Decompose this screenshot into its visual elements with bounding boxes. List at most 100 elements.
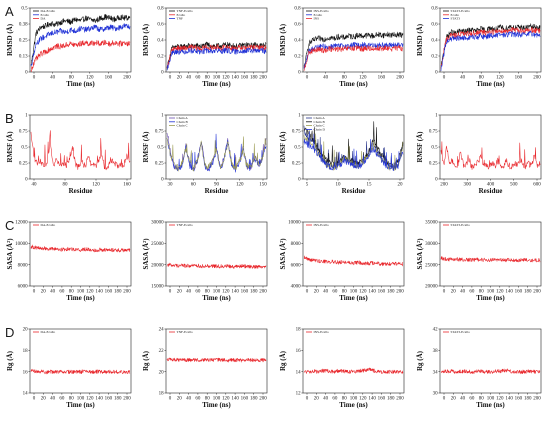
y-tick-label: 0.8 (157, 7, 164, 12)
legend-entry: STAT3-Ecallo (451, 330, 471, 334)
y-tick-label: 24 (159, 328, 165, 333)
legend-entry: INS (314, 17, 320, 21)
x-tick-label: 400 (487, 183, 495, 188)
series-line (30, 39, 131, 72)
y-tick-label: 30000 (151, 221, 164, 226)
x-tick-label: 100 (77, 397, 85, 402)
x-tick-label: 20 (451, 397, 457, 402)
y-tick-label: 0.25 (19, 162, 28, 167)
legend-entry: DA-Ecallo (41, 9, 56, 13)
row-letter-c: C (5, 218, 14, 233)
y-tick-label: 0 (435, 71, 438, 76)
x-tick-label: 20 (451, 290, 457, 295)
panel-b2: 30 60 90 120 150 0 0.25 0.5 0.75 1 Residue RMSF (Å)… (142, 114, 268, 195)
x-tick-label: 20 (177, 397, 183, 402)
y-tick-label: 0.5 (157, 146, 164, 151)
series-line (303, 31, 404, 67)
x-tick-label: 160 (241, 290, 249, 295)
x-tick-label: 40 (323, 76, 329, 81)
x-tick-label: 80 (479, 290, 485, 295)
series-line (30, 130, 131, 171)
x-tick-label: 80 (63, 183, 69, 188)
legend-entry: INS-Ecallo (314, 9, 330, 13)
y-tick-label: 8000 (18, 263, 29, 268)
series-line (303, 255, 404, 267)
y-tick-label: 1 (435, 114, 438, 119)
y-tick-label: 25000 (425, 263, 438, 268)
series-line (30, 23, 131, 67)
series-line (30, 14, 131, 66)
x-tick-label: 100 (350, 290, 358, 295)
y-tick-label: 18 (159, 392, 165, 397)
legend-entry: DA-Ecallo (41, 330, 56, 334)
x-tick-label: 200 (123, 76, 131, 81)
x-tick-label: 180 (114, 397, 122, 402)
x-tick-label: 0 (306, 76, 309, 81)
y-tick-label: 1 (161, 114, 164, 119)
y-tick-label: 0.2 (294, 55, 301, 60)
y-tick-label: 0.75 (292, 130, 301, 135)
y-tick-label: 14 (296, 370, 302, 375)
x-tick-label: 40 (460, 76, 466, 81)
legend: TNF-Ecallo (169, 330, 193, 334)
x-tick-label: 140 (231, 397, 239, 402)
y-tick-label: 25000 (151, 242, 164, 247)
x-tick-label: 60 (332, 290, 338, 295)
panel-c1: 0 20 40 60 80 100 120 140 160 180 200 6000 8000 10000… (6, 221, 132, 302)
x-tick-label: 120 (359, 76, 367, 81)
y-tick-label: 0.25 (155, 162, 164, 167)
row-letter-a: A (5, 4, 14, 19)
x-tick-label: 80 (69, 76, 75, 81)
x-tick-label: 160 (241, 397, 249, 402)
legend: STAT3-Ecallo (443, 223, 470, 227)
x-tick-label: 40 (323, 397, 329, 402)
x-tick-label: 140 (231, 290, 239, 295)
y-tick-label: 0.75 (155, 130, 164, 135)
series-line (303, 45, 404, 71)
x-tick-label: 40 (186, 397, 192, 402)
x-tick-label: 200 (533, 290, 541, 295)
series-line (166, 47, 267, 71)
legend: TNF-Ecallo (169, 223, 193, 227)
plot-frame (439, 114, 542, 180)
x-tick-label: 20 (177, 290, 183, 295)
panel-c4: 0 20 40 60 80 100 120 140 160 180 200 20000 25000 300… (416, 221, 542, 302)
y-tick-label: 0.2 (431, 55, 438, 60)
y-tick-label: 0.25 (429, 162, 438, 167)
y-tick-label: 0.38 (19, 23, 28, 28)
x-tick-label: 200 (123, 397, 131, 402)
y-tick-label: 0 (298, 71, 301, 76)
x-tick-label: 80 (205, 76, 211, 81)
x-tick-label: 0 (33, 76, 36, 81)
x-axis-label: Time (ns) (202, 294, 231, 302)
x-axis-label: Time (ns) (476, 401, 505, 409)
x-tick-label: 0 (306, 397, 309, 402)
series-line (303, 131, 404, 171)
x-tick-label: 20 (314, 290, 320, 295)
y-tick-label: 1 (298, 114, 301, 119)
x-tick-label: 140 (368, 290, 376, 295)
series-line (440, 23, 541, 67)
panel-c2: 0 20 40 60 80 100 120 140 160 180 200 15000 20000 250… (142, 221, 268, 302)
x-axis-label: Time (ns) (66, 80, 95, 88)
series-line (440, 368, 541, 375)
x-tick-label: 100 (77, 290, 85, 295)
y-tick-label: 16 (23, 370, 29, 375)
x-tick-label: 100 (213, 290, 221, 295)
legend-entry: Chain C (314, 124, 326, 128)
series-line (440, 256, 541, 263)
y-tick-label: 38 (433, 349, 439, 354)
x-tick-label: 0 (169, 76, 172, 81)
x-tick-label: 60 (195, 397, 201, 402)
x-tick-label: 120 (236, 183, 244, 188)
x-tick-label: 80 (342, 76, 348, 81)
plot-frame (29, 221, 132, 287)
x-tick-label: 0 (443, 290, 446, 295)
x-tick-label: 5 (306, 183, 309, 188)
legend-entry: Chain A (314, 116, 326, 120)
x-tick-label: 180 (114, 290, 122, 295)
x-tick-label: 40 (50, 397, 56, 402)
y-tick-label: 20 (159, 370, 165, 375)
